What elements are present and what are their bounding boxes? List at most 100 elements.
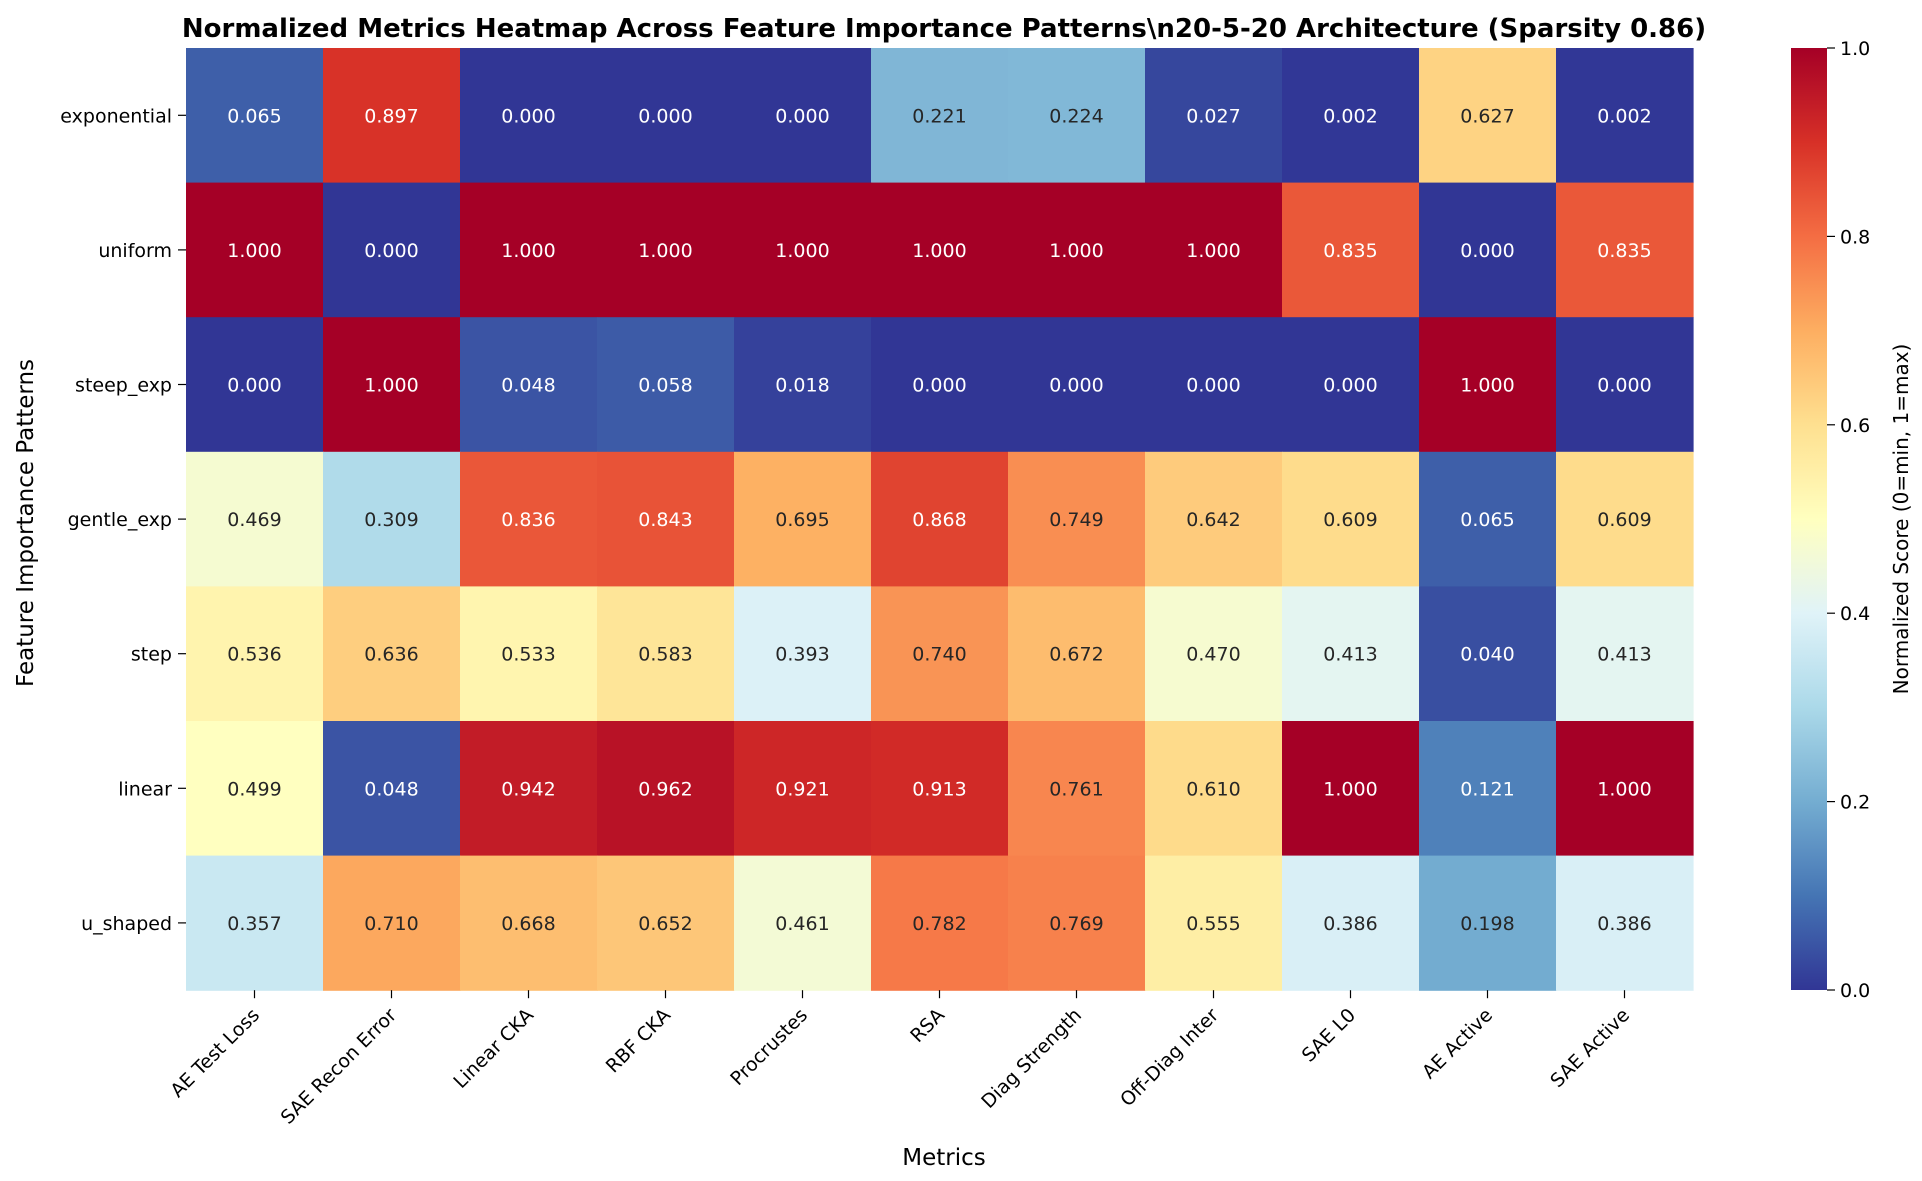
heatmap-cell	[1008, 855, 1146, 991]
heatmap-cell	[1008, 317, 1146, 453]
cell-value-label: 0.583	[638, 644, 692, 666]
heatmap-cell	[597, 451, 735, 587]
y-axis-title: Feature Importance Patterns	[13, 359, 39, 687]
heatmap-cell	[460, 317, 598, 453]
heatmap-cell	[1145, 451, 1283, 587]
cell-value-label: 0.461	[775, 913, 829, 935]
heatmap-cell	[734, 721, 872, 857]
heatmap-cell	[460, 182, 598, 318]
cell-value-label: 0.710	[364, 913, 418, 935]
y-tick-label: uniform	[98, 240, 172, 262]
cell-value-label: 0.536	[227, 644, 281, 666]
cell-value-label: 0.897	[364, 105, 418, 127]
heatmap-cell	[1419, 317, 1557, 453]
cell-value-label: 0.357	[227, 913, 281, 935]
heatmap-cell	[1282, 721, 1420, 857]
colorbar-gradient	[1791, 48, 1827, 990]
heatmap-cell	[1008, 182, 1146, 318]
colorbar: 0.0 0.2 0.4 0.6 0.8 1.0 Normalized Score (0=m…	[1791, 38, 1913, 1002]
cell-value-label: 0.000	[1597, 375, 1651, 397]
heatmap-cell	[186, 451, 324, 587]
heatmap-cell	[460, 48, 598, 184]
cell-value-label: 0.002	[1597, 105, 1651, 127]
x-axis-title: Metrics	[902, 1145, 986, 1171]
colorbar-tick-label: 0.6	[1840, 415, 1870, 437]
heatmap-cell	[323, 855, 461, 991]
heatmap-cell	[1008, 48, 1146, 184]
heatmap-cell	[1419, 586, 1557, 722]
cell-value-label: 0.921	[775, 778, 829, 800]
heatmap-cell	[597, 317, 735, 453]
x-axis-ticks: AE Test Loss SAE Recon Error Linear CKA RBF…	[166, 990, 1634, 1129]
heatmap-cell	[1556, 182, 1694, 318]
x-tick-label: Diag Strength	[977, 1004, 1086, 1113]
cell-value-label: 0.533	[501, 644, 555, 666]
heatmap-cell	[597, 721, 735, 857]
heatmap-cell	[323, 451, 461, 587]
cell-value-label: 0.469	[227, 509, 281, 531]
heatmap-cell	[323, 317, 461, 453]
heatmap-cell	[871, 48, 1009, 184]
heatmap-cell	[460, 586, 598, 722]
y-tick-label: gentle_exp	[68, 509, 172, 531]
cell-value-label: 0.652	[638, 913, 692, 935]
heatmap-cell	[1145, 48, 1283, 184]
cell-value-label: 0.843	[638, 509, 692, 531]
cell-value-label: 0.769	[1049, 913, 1103, 935]
cell-value-label: 0.065	[227, 105, 281, 127]
cell-value-label: 0.000	[227, 375, 281, 397]
cell-value-label: 0.749	[1049, 509, 1103, 531]
cell-value-label: 0.018	[775, 375, 829, 397]
cell-value-label: 0.198	[1460, 913, 1514, 935]
heatmap-cell	[1282, 317, 1420, 453]
heatmap-cell	[734, 586, 872, 722]
cell-value-label: 1.000	[227, 240, 281, 262]
cell-value-label: 0.913	[912, 778, 966, 800]
cell-value-label: 0.224	[1049, 105, 1103, 127]
cell-value-label: 0.836	[501, 509, 555, 531]
cell-value-label: 0.058	[638, 375, 692, 397]
heatmap-cell	[186, 317, 324, 453]
x-tick-label: RBF CKA	[602, 1004, 675, 1077]
cell-value-label: 1.000	[1460, 375, 1514, 397]
heatmap-cell	[871, 586, 1009, 722]
heatmap-cell	[1419, 182, 1557, 318]
heatmap-cell	[1556, 721, 1694, 857]
heatmap-cell	[1145, 855, 1283, 991]
y-axis-ticks: exponential uniform steep_exp gentle_expste…	[60, 105, 186, 935]
colorbar-tick-label: 0.8	[1840, 226, 1870, 248]
x-tick-label: Procrustes	[726, 1004, 812, 1090]
cell-value-label: 0.627	[1460, 105, 1514, 127]
cell-value-label: 0.668	[501, 913, 555, 935]
y-tick-label: exponential	[60, 105, 172, 127]
heatmap-cell	[1282, 451, 1420, 587]
heatmap-cell	[323, 721, 461, 857]
heatmap-cell	[1282, 586, 1420, 722]
colorbar-tick-label: 0.0	[1840, 980, 1870, 1002]
cell-value-label: 1.000	[501, 240, 555, 262]
cell-value-label: 0.609	[1323, 509, 1377, 531]
heatmap-cell	[1419, 721, 1557, 857]
heatmap-cell	[1008, 451, 1146, 587]
cell-value-label: 0.761	[1049, 778, 1103, 800]
cell-value-label: 0.309	[364, 509, 418, 531]
cell-value-label: 0.000	[1323, 375, 1377, 397]
heatmap-cell-labels: 0.065 0.897 0.000 0.000 0.000 0.221 0.224 0.027…	[227, 105, 1651, 935]
heatmap-cell	[871, 451, 1009, 587]
heatmap-cell	[871, 721, 1009, 857]
heatmap-cell	[323, 586, 461, 722]
cell-value-label: 0.000	[1460, 240, 1514, 262]
cell-value-label: 0.065	[1460, 509, 1514, 531]
x-tick-label: Linear CKA	[449, 1004, 538, 1093]
cell-value-label: 0.555	[1186, 913, 1240, 935]
cell-value-label: 1.000	[1049, 240, 1103, 262]
heatmap-cell	[1282, 48, 1420, 184]
heatmap-cell	[1556, 451, 1694, 587]
heatmap-cell	[734, 451, 872, 587]
x-tick-label: Off-Diag Inter	[1116, 1004, 1223, 1111]
heatmap-cell	[186, 182, 324, 318]
x-tick-label: AE Active	[1418, 1004, 1497, 1083]
heatmap-cell	[1145, 721, 1283, 857]
heatmap-cell	[1145, 586, 1283, 722]
